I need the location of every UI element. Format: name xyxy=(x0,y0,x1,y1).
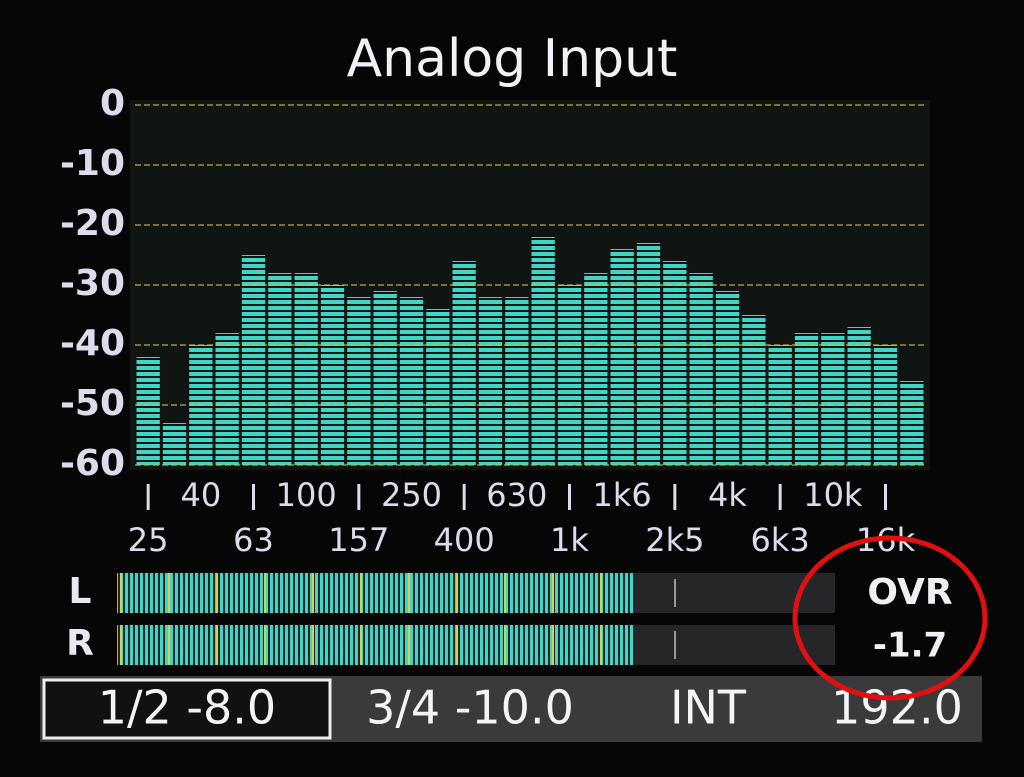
bar xyxy=(215,333,239,465)
x-tick-label: 250 xyxy=(381,476,442,514)
overload-label: OVR xyxy=(867,572,952,613)
bar xyxy=(663,261,687,465)
y-tick-label: 0 xyxy=(100,83,125,124)
x-tick-label: 100 xyxy=(276,476,337,514)
bar xyxy=(347,297,371,465)
bar xyxy=(294,273,318,465)
bar xyxy=(136,357,160,465)
selected-box xyxy=(42,678,332,740)
bar xyxy=(531,237,555,465)
y-tick-label: -50 xyxy=(60,383,125,424)
x-tick-label: 1k xyxy=(550,521,589,559)
bar xyxy=(610,249,634,465)
status-item: INT xyxy=(670,681,747,735)
level-meters: LR xyxy=(66,571,835,665)
bar xyxy=(268,273,292,465)
bar xyxy=(900,381,924,465)
x-tick-label: 1k6 xyxy=(593,476,652,514)
bar xyxy=(320,285,345,465)
bar xyxy=(742,315,766,465)
y-tick-label: -40 xyxy=(60,323,125,364)
bar xyxy=(847,327,871,465)
channel-label: L xyxy=(69,571,92,612)
channel-label: R xyxy=(66,623,94,664)
y-tick-label: -30 xyxy=(60,263,125,304)
bar xyxy=(426,309,450,465)
bar xyxy=(689,273,713,465)
x-tick-label: 6k3 xyxy=(751,521,810,559)
x-tick-label: 63 xyxy=(233,521,274,559)
bar xyxy=(505,297,529,465)
x-tick-label: 2k5 xyxy=(645,521,704,559)
overload-value: -1.7 xyxy=(873,626,947,666)
bar xyxy=(636,243,661,465)
status-item: 3/4 -10.0 xyxy=(366,681,574,735)
x-tick-label: 630 xyxy=(486,476,547,514)
status-item: 1/2 -8.0 xyxy=(98,681,276,735)
bar xyxy=(821,333,845,465)
chart-title: Analog Input xyxy=(347,29,678,89)
x-tick-label: 10k xyxy=(803,476,863,514)
bar xyxy=(584,273,608,465)
meter-fill xyxy=(117,573,634,613)
bar xyxy=(478,297,503,465)
bar xyxy=(794,333,819,465)
spectrum: 2540631001572504006301k1k62k54k6k310k16k… xyxy=(60,83,925,559)
bar xyxy=(768,345,792,465)
bar xyxy=(399,297,424,465)
x-tick-label: 25 xyxy=(128,521,169,559)
bar xyxy=(715,291,740,465)
x-tick-label: 4k xyxy=(708,476,747,514)
bar xyxy=(452,261,476,465)
bar xyxy=(162,423,187,465)
y-tick-label: -60 xyxy=(60,443,125,484)
highlight-circle xyxy=(792,535,988,701)
x-tick-label: 400 xyxy=(434,521,495,559)
x-tick-label: 157 xyxy=(328,521,389,559)
meter-fill xyxy=(117,625,634,665)
x-tick-label: 40 xyxy=(180,476,221,514)
bar xyxy=(373,291,397,465)
y-tick-label: -10 xyxy=(60,143,125,184)
bar xyxy=(241,255,266,465)
bar xyxy=(557,285,582,465)
y-tick-label: -20 xyxy=(60,203,125,244)
